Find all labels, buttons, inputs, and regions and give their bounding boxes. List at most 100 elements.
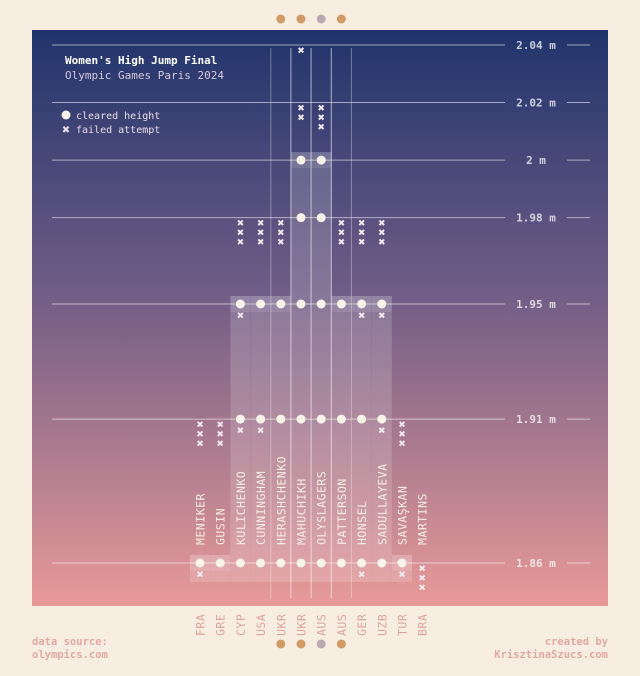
failed-mark: ✖: [216, 421, 224, 431]
country-code: BRA: [416, 614, 430, 636]
cleared-dot: [276, 558, 286, 568]
cleared-dot: [235, 299, 245, 309]
country-code: UZB: [375, 614, 389, 636]
failed-mark: ✖: [216, 440, 224, 450]
medal-dot-bottom: [276, 639, 286, 649]
athlete-name: MAHUCHIKH: [295, 478, 309, 545]
failed-mark: ✖: [378, 219, 386, 229]
legend-failed-label: failed attempt: [76, 125, 160, 136]
cleared-dot: [276, 299, 286, 309]
height-bar: [190, 555, 210, 582]
country-code: TUR: [396, 614, 410, 636]
athlete-name: GUSIN: [214, 508, 228, 545]
medal-dot-top: [336, 14, 346, 24]
plot-background: [32, 30, 608, 606]
failed-mark: ✖: [358, 219, 366, 229]
cleared-dot: [256, 414, 266, 424]
failed-mark: ✖: [378, 238, 386, 248]
country-code: AUS: [315, 614, 329, 636]
medalist-lines: [270, 48, 352, 598]
cleared-dot: [357, 414, 367, 424]
height-bar: [250, 296, 271, 582]
cleared-dot: [195, 558, 205, 568]
failed-mark: ✖: [237, 312, 245, 322]
y-tick-label: 2.02 m: [516, 97, 556, 110]
cleared-dot: [316, 155, 326, 165]
failed-mark: ✖: [196, 430, 204, 440]
cleared-dot: [336, 414, 346, 424]
failed-mark: ✖: [216, 430, 224, 440]
medal-dot-top: [276, 14, 286, 24]
failed-mark: ✖: [297, 47, 305, 57]
cleared-dot: [357, 558, 367, 568]
failed-mark: ✖: [257, 219, 265, 229]
cleared-dot: [316, 414, 326, 424]
country-code: UKR: [295, 614, 309, 636]
failed-mark: ✖: [418, 584, 426, 594]
cleared-dot: [276, 414, 286, 424]
height-bar: [270, 296, 291, 582]
credit: created by KrisztinaSzucs.com: [494, 636, 608, 662]
cleared-dot: [296, 414, 306, 424]
height-bar: [291, 152, 311, 582]
failed-mark: ✖: [418, 574, 426, 584]
failed-mark: ✖: [277, 229, 285, 239]
medal-dot-top: [316, 14, 326, 24]
failed-mark: ✖: [317, 114, 325, 124]
failed-mark: ✖: [398, 430, 406, 440]
failed-mark: ✖: [297, 104, 305, 114]
failed-mark: ✖: [378, 229, 386, 239]
height-bar: [331, 296, 352, 582]
cleared-dot: [377, 414, 387, 424]
y-ticks: 1.86 m 1.91 m 1.95 m 1.98 m 2 m 2.02 m 2.04 m: [516, 39, 556, 570]
failed-mark: ✖: [257, 229, 265, 239]
athlete-name: HONSEL: [355, 500, 369, 545]
medal-dot-bottom: [316, 639, 326, 649]
athlete-name: SAVAŞKAN: [396, 486, 410, 545]
height-bar: [210, 555, 231, 582]
legend-failed-symbol: ✖: [62, 125, 70, 136]
failed-mark: ✖: [317, 104, 325, 114]
failed-mark: ✖: [277, 238, 285, 248]
cleared-dot: [316, 299, 326, 309]
failed-mark: ✖: [358, 571, 366, 581]
failed-mark: ✖: [418, 565, 426, 575]
athlete-name: OLYSLAGERS: [315, 471, 329, 545]
country-code: FRA: [194, 614, 208, 636]
cleared-dot: [235, 414, 245, 424]
cleared-dot: [296, 155, 306, 165]
cleared-dot: [256, 558, 266, 568]
athlete-name: KULICHENKO: [234, 471, 248, 545]
failed-mark: ✖: [196, 440, 204, 450]
medal-dot-bottom: [336, 639, 346, 649]
failed-mark: ✖: [358, 229, 366, 239]
legend-cleared-label: cleared height: [76, 111, 160, 122]
failed-mark: ✖: [338, 229, 346, 239]
failed-mark: ✖: [297, 114, 305, 124]
cleared-dot: [256, 299, 266, 309]
failed-mark: ✖: [338, 219, 346, 229]
medal-dots: [276, 14, 346, 649]
failed-mark: ✖: [237, 238, 245, 248]
country-code: UKR: [274, 614, 288, 636]
failed-mark: ✖: [398, 421, 406, 431]
height-bar: [351, 296, 372, 582]
failed-mark: ✖: [196, 421, 204, 431]
cleared-dot: [215, 558, 225, 568]
height-bar: [311, 152, 332, 582]
cleared-dot: [316, 558, 326, 568]
athlete-name: CUNNINGHAM: [254, 471, 268, 545]
chart-subtitle: Olympic Games Paris 2024: [65, 69, 224, 82]
height-bar: [392, 555, 412, 582]
medal-dot-top: [296, 14, 306, 24]
y-tick-label: 1.86 m: [516, 557, 556, 570]
country-code: GER: [355, 614, 369, 636]
failed-mark: ✖: [237, 219, 245, 229]
cleared-dot: [235, 558, 245, 568]
failed-mark: ✖: [398, 440, 406, 450]
chart-title: Women's High Jump Final: [65, 54, 217, 67]
cleared-dot: [316, 213, 326, 223]
cleared-dot: [397, 558, 407, 568]
height-bar: [371, 296, 392, 582]
